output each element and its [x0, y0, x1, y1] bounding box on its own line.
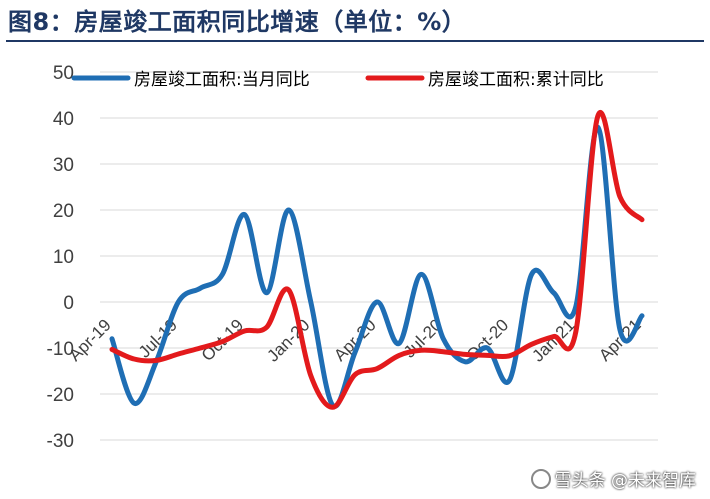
gridlines	[100, 71, 658, 441]
y-tick-label: -10	[47, 339, 74, 360]
series-lines	[109, 110, 645, 410]
watermark: 雪头条 @未来智库	[530, 466, 696, 491]
series-line-monthly-yoy	[109, 124, 645, 409]
y-tick-label: -20	[47, 385, 74, 406]
y-tick-label: 10	[53, 247, 74, 268]
page-title: 图8：房屋竣工面积同比增速（单位：%）	[8, 8, 467, 36]
legend-label: 房屋竣工面积:累计同比	[428, 70, 604, 90]
title-divider	[6, 40, 704, 42]
y-tick-label: 40	[53, 109, 74, 130]
y-tick-label: 50	[53, 63, 74, 84]
series-line-cumulative-yoy	[109, 110, 645, 410]
watermark-text: 雪头条 @未来智库	[554, 471, 696, 491]
legend-label: 房屋竣工面积:当月同比	[134, 70, 310, 90]
y-tick-label: 20	[53, 201, 74, 222]
y-axis-ticks: -30 -20 -10 0 10 20 30 40 50	[47, 63, 74, 452]
y-tick-label: 0	[63, 293, 74, 314]
y-tick-label: 30	[53, 155, 74, 176]
y-tick-label: -30	[47, 431, 74, 452]
watermark-logo-icon	[530, 468, 551, 489]
legend: 房屋竣工面积:当月同比 房屋竣工面积:累计同比	[71, 70, 604, 90]
